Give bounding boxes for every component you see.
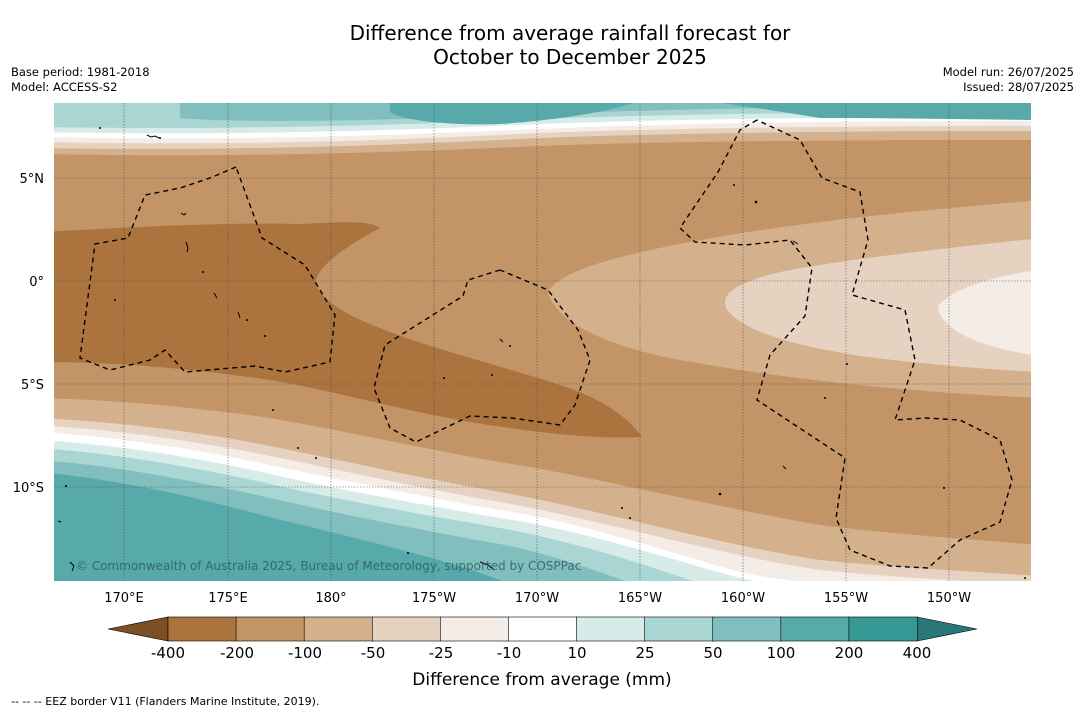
- lat-labels: 5°N 0° 5°S 10°S: [13, 172, 44, 496]
- lon-label: 155°W: [824, 591, 868, 606]
- model-run: Model run: 26/07/2025: [942, 65, 1074, 79]
- legend-tick: -200: [220, 644, 254, 662]
- title-line-2: October to December 2025: [433, 45, 707, 69]
- meta-right: Model run: 26/07/2025 Issued: 28/07/2025: [943, 65, 1074, 95]
- legend-swatch: [576, 616, 646, 642]
- lon-label: 175°E: [208, 591, 248, 606]
- legend-swatch: [303, 616, 374, 642]
- islands: [57, 134, 799, 572]
- legend-ticks: -400 -200 -100 -50 -25 -10 10 25 50 100 …: [151, 644, 931, 662]
- map-title: Difference from average rainfall forecas…: [0, 21, 1085, 69]
- legend-colorbar: [107, 616, 978, 642]
- legend-tick: -25: [429, 644, 454, 662]
- atolls: [65, 127, 1026, 579]
- lon-label: 160°W: [721, 591, 765, 606]
- contour-south-58a9aa: [54, 473, 503, 581]
- legend-tick: 25: [635, 644, 654, 662]
- legend-swatch: [712, 616, 782, 642]
- legend-swatch: [848, 616, 918, 642]
- lat-label: 5°N: [20, 172, 45, 187]
- legend-swatch: [371, 616, 442, 642]
- legend-arrow-right: [916, 616, 978, 642]
- lon-label: 175°W: [412, 591, 456, 606]
- lat-label: 5°S: [21, 378, 44, 393]
- legend-tick: -10: [497, 644, 522, 662]
- legend-swatch: [167, 616, 237, 642]
- legend-arrow-left: [107, 616, 169, 642]
- legend-title: Difference from average (mm): [412, 670, 671, 690]
- legend-swatch: [644, 616, 714, 642]
- eez-borders: [79, 119, 1013, 569]
- legend-tick: 400: [903, 644, 932, 662]
- lon-label: 180°: [315, 591, 346, 606]
- lat-label: 0°: [29, 275, 44, 290]
- model-name: Model: ACCESS-S2: [11, 80, 118, 94]
- contour-east-f4ece6: [938, 271, 1031, 355]
- legend-swatch: [440, 616, 510, 642]
- legend-tick: 100: [767, 644, 796, 662]
- legend-tick: -400: [151, 644, 185, 662]
- lat-label: 10°S: [13, 481, 44, 496]
- graticule: [54, 103, 1031, 581]
- legend-swatch: [235, 616, 305, 642]
- lon-label: 170°W: [515, 591, 559, 606]
- copyright-text: © Commonwealth of Australia 2025, Bureau…: [76, 559, 581, 573]
- lon-label: 170°E: [104, 591, 144, 606]
- contour-north-58a9aa: [390, 103, 633, 125]
- base-period: Base period: 1981-2018: [11, 65, 150, 79]
- contour-east-e6d2c0: [724, 238, 1031, 372]
- lon-labels: 170°E 175°E 180° 175°W 170°W 165°W 160°W…: [104, 591, 971, 606]
- legend-tick: 10: [567, 644, 586, 662]
- eez-footnote: -- -- -- EEZ border V11 (Flanders Marine…: [11, 695, 320, 708]
- legend-tick: -50: [361, 644, 386, 662]
- legend-tick: 200: [835, 644, 864, 662]
- legend-tick: 50: [703, 644, 722, 662]
- issued-date: Issued: 28/07/2025: [963, 80, 1074, 94]
- meta-left: Base period: 1981-2018 Model: ACCESS-S2: [11, 65, 150, 95]
- lon-label: 150°W: [927, 591, 971, 606]
- contour-north-58a9aa-east: [721, 103, 1031, 120]
- title-line-1: Difference from average rainfall forecas…: [349, 21, 791, 45]
- legend-tick: -100: [288, 644, 322, 662]
- legend-swatch: [780, 616, 850, 642]
- lon-label: 165°W: [618, 591, 662, 606]
- forecast-map: © Commonwealth of Australia 2025, Bureau…: [54, 103, 1031, 581]
- legend-swatch: [508, 616, 578, 642]
